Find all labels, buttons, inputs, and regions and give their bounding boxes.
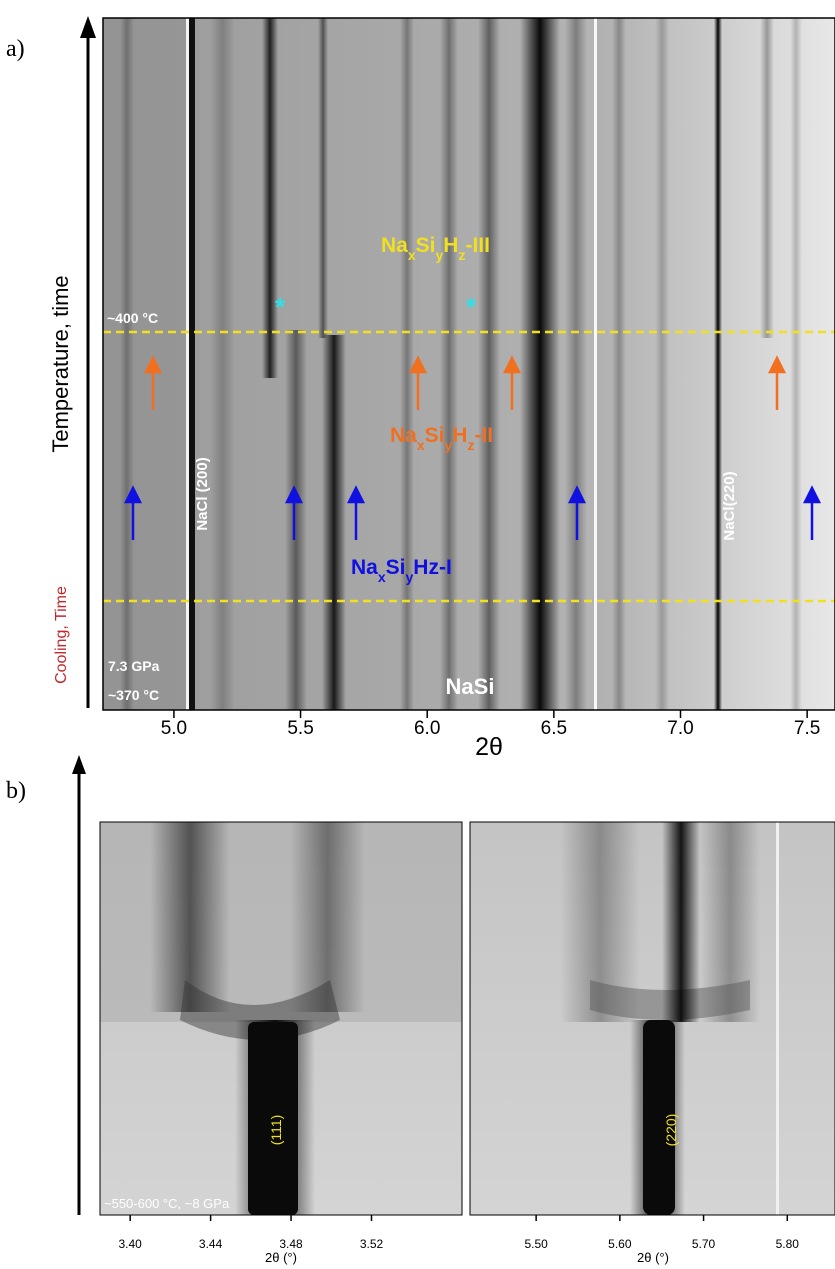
phase-i-label: NaxSiyHz-I xyxy=(351,556,452,585)
subscript: z xyxy=(467,437,474,453)
y-axis-label: Temperature, time xyxy=(48,275,73,452)
x-tick-label: 5.0 xyxy=(161,718,187,739)
x-tick-label: 3.44 xyxy=(199,1237,223,1251)
annotation: NaCl(220) xyxy=(721,471,738,540)
x-axis-label: 2θ xyxy=(475,733,503,761)
annotation: NaCl (200) xyxy=(194,457,211,530)
x-tick-label: 5.80 xyxy=(776,1237,800,1251)
subscript: x xyxy=(378,569,386,585)
x-tick-label: 5.5 xyxy=(287,718,313,739)
panel-a-image xyxy=(103,18,835,710)
label-part: Si xyxy=(416,234,436,257)
x-tick-label: 6.5 xyxy=(541,718,567,739)
peak-label: (220) xyxy=(663,1114,679,1147)
panel-label: a) xyxy=(6,36,25,62)
x-tick-label: 3.48 xyxy=(279,1237,303,1251)
phase-ii-label: NaxSiyHz-II xyxy=(390,424,493,453)
phase-iii-label: NaxSiyHz-III xyxy=(381,234,490,263)
x-tick-label: 5.70 xyxy=(692,1237,716,1251)
transition-lines xyxy=(103,330,835,603)
phase-i-arrows xyxy=(123,485,822,540)
label-part: -II xyxy=(474,424,493,447)
subscript: y xyxy=(445,437,453,453)
x-tick-label: 7.0 xyxy=(667,718,693,739)
x-tick-label: 5.50 xyxy=(524,1237,548,1251)
label-part: Na xyxy=(390,424,417,447)
annotation: ~400 °C xyxy=(107,310,158,326)
marker: * xyxy=(275,292,286,322)
label-part: H xyxy=(443,234,458,257)
label-part: Si xyxy=(425,424,445,447)
label-part: H xyxy=(452,424,467,447)
panel-b-right-image xyxy=(469,821,835,1216)
x-axis-label: 2θ (°) xyxy=(265,1250,297,1265)
y-axis-label: Cooling, Time xyxy=(53,586,70,684)
x-tick-label: 5.60 xyxy=(608,1237,632,1251)
subscript: x xyxy=(417,437,425,453)
x-tick-label: 3.40 xyxy=(118,1237,142,1251)
x-tick-label: 7.5 xyxy=(794,718,820,739)
annotation: ~370 °C xyxy=(108,687,159,703)
marker: * xyxy=(466,292,477,322)
x-tick-label: 3.52 xyxy=(360,1237,384,1251)
plot-frame xyxy=(102,17,835,711)
panel-label: b) xyxy=(6,778,26,804)
subscript: y xyxy=(406,569,414,585)
x-axis: 5.50 5.60 5.70 5.80 xyxy=(524,1215,799,1251)
label-part: Si xyxy=(386,556,406,579)
label-part: Na xyxy=(381,234,408,257)
subscript: x xyxy=(408,247,416,263)
annotation: NaSi xyxy=(446,674,495,699)
peak-label: (111) xyxy=(268,1115,284,1146)
annotation: 7.3 GPa xyxy=(108,658,160,674)
label-part: Na xyxy=(351,556,378,579)
annotation: ~550-600 °C, ~8 GPa xyxy=(104,1196,230,1211)
subscript: z xyxy=(458,247,465,263)
label-part: Hz-I xyxy=(413,556,452,579)
panel-b-left-image xyxy=(99,821,463,1216)
phase-ii-arrows xyxy=(143,355,787,410)
x-axis-label: 2θ (°) xyxy=(637,1250,669,1265)
time-arrow xyxy=(72,755,86,1215)
x-tick-label: 6.0 xyxy=(414,718,440,739)
x-axis: 5.0 5.5 6.0 6.5 7.0 7.5 xyxy=(161,710,820,739)
x-axis: 3.40 3.44 3.48 3.52 xyxy=(118,1215,384,1251)
time-arrow xyxy=(80,16,96,708)
label-part: -III xyxy=(465,234,490,257)
subscript: y xyxy=(436,247,444,263)
